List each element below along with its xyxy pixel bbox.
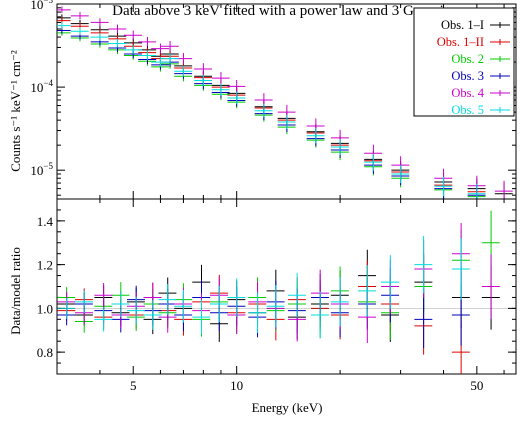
data-point <box>194 63 213 75</box>
data-point <box>414 290 433 349</box>
data-point <box>108 39 127 48</box>
bottom-data-layer <box>57 210 516 374</box>
data-point <box>151 56 170 67</box>
data-point <box>467 183 486 199</box>
data-point <box>211 72 230 84</box>
data-point <box>123 45 142 55</box>
data-point <box>94 307 113 332</box>
data-point <box>194 74 213 87</box>
data-point <box>211 83 230 96</box>
data-point <box>306 128 325 144</box>
top-y-tick-label: 10−3 <box>30 0 53 12</box>
data-point <box>70 27 89 35</box>
data-point <box>151 43 170 54</box>
data-point <box>111 290 130 318</box>
data-point <box>481 254 500 319</box>
data-point <box>330 139 349 156</box>
data-point <box>57 298 76 319</box>
data-point <box>277 114 296 130</box>
bottom-plot-frame <box>56 198 517 375</box>
ratio-panel: 5 10 50 0.8 1.0 1.2 1.4 <box>37 198 517 393</box>
top-y-tick-label: 10−4 <box>30 78 53 95</box>
x-tick-label: 5 <box>130 378 137 393</box>
bottom-y-tick-label: 1.4 <box>37 214 54 229</box>
top-y-tick-label: 10−5 <box>30 161 53 178</box>
series-spectrum-5 <box>57 22 486 199</box>
data-point <box>174 65 193 77</box>
x-tick-label: 50 <box>470 378 483 393</box>
data-point <box>143 300 162 330</box>
data-point <box>310 291 329 339</box>
bottom-y-tick-label: 1.2 <box>37 258 53 273</box>
series-ratio-5 <box>57 235 470 339</box>
data-point <box>391 165 410 184</box>
data-point <box>210 285 228 323</box>
series-ratio-2 <box>57 210 500 340</box>
legend-label: Obs. 2 <box>451 52 484 66</box>
data-point <box>57 6 71 13</box>
data-point <box>160 53 179 64</box>
data-point <box>248 292 267 333</box>
data-point <box>414 235 433 294</box>
data-point <box>123 30 142 40</box>
data-point <box>158 284 177 316</box>
data-point <box>330 277 349 327</box>
data-point <box>160 40 179 52</box>
data-point <box>381 255 400 310</box>
y-tick-exponent: −4 <box>43 78 53 88</box>
data-point <box>287 273 306 318</box>
y-tick-base: 10 <box>30 80 43 95</box>
spectrum-panel: 10−310−410−5 <box>30 0 517 200</box>
chart-titles: Data above 3 keV fitted with a power law… <box>8 3 464 415</box>
legend-label: Obs. 3 <box>451 69 484 83</box>
top-data-layer <box>57 6 513 199</box>
data-point <box>138 36 157 47</box>
series-ratio-4 <box>57 223 500 343</box>
data-point <box>126 296 145 325</box>
data-point <box>90 32 109 41</box>
legend-box <box>413 7 515 117</box>
x-tick-label: 10 <box>230 378 243 393</box>
data-point <box>94 283 113 308</box>
legend: Obs. 1–I Obs. 1–II Obs. 2 Obs. 3 Obs. 4 Obs. … <box>413 7 515 117</box>
y-tick-exponent: −3 <box>43 0 53 5</box>
data-point <box>227 278 246 317</box>
bottom-y-tick-label: 1.0 <box>37 301 53 316</box>
y-tick-base: 10 <box>30 0 43 12</box>
y-tick-base: 10 <box>30 163 43 178</box>
data-point <box>451 238 470 300</box>
legend-label: Obs. 1–I <box>441 18 484 32</box>
data-point <box>254 103 273 118</box>
data-point <box>174 289 193 323</box>
data-point <box>108 24 127 34</box>
data-point <box>138 50 157 61</box>
chart-title: Data above 3 keV fitted with a power law… <box>112 3 464 19</box>
bottom-y-tick-label: 0.8 <box>37 345 53 360</box>
legend-label: Obs. 4 <box>451 86 484 100</box>
data-point <box>266 285 285 328</box>
data-point <box>57 22 71 29</box>
legend-label: Obs. 1–II <box>437 35 484 49</box>
legend-label: Obs. 5 <box>451 103 484 117</box>
data-point <box>227 91 246 105</box>
data-point <box>364 153 383 171</box>
series-ratio-1 <box>57 260 470 374</box>
data-point <box>227 79 246 93</box>
data-point <box>70 12 89 20</box>
x-axis-label: Energy (keV) <box>252 400 323 415</box>
top-y-axis-label: Counts s⁻¹ keV⁻¹ cm⁻² <box>8 50 23 172</box>
series-ratio-0 <box>57 249 500 342</box>
bottom-y-axis-label: Data/model ratio <box>8 247 23 335</box>
data-point <box>434 176 453 197</box>
y-tick-exponent: −5 <box>43 161 53 171</box>
data-point <box>358 265 377 317</box>
data-point <box>74 290 93 314</box>
data-point <box>192 299 211 335</box>
data-point <box>90 18 109 27</box>
